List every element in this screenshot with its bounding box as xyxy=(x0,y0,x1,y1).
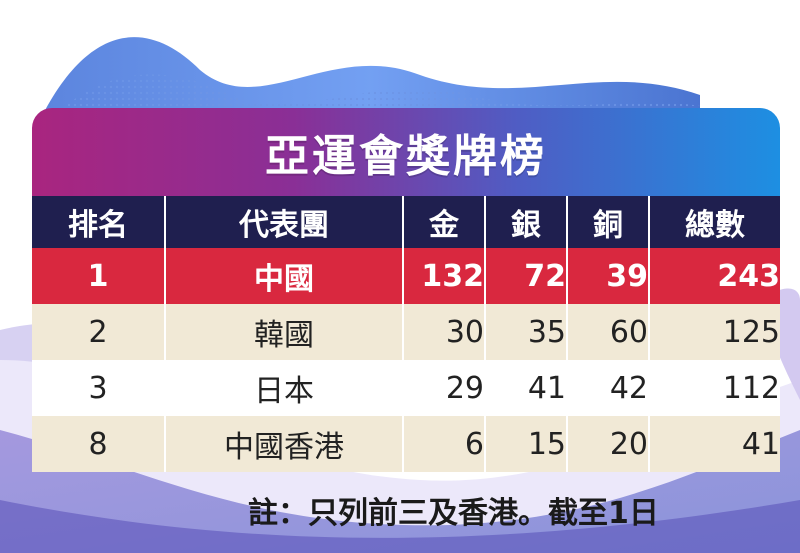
footnote: 註：只列前三及香港。截至1日 xyxy=(248,496,659,531)
table-row: 1 中國 132 72 39 243 xyxy=(32,248,780,304)
cell-rank: 1 xyxy=(32,248,166,304)
table-row: 8 中國香港 6 15 20 41 xyxy=(32,416,780,472)
cell-rank: 3 xyxy=(32,360,166,416)
cell-gold: 6 xyxy=(403,416,486,472)
cell-bronze: 42 xyxy=(567,360,650,416)
cell-silver: 41 xyxy=(485,360,568,416)
header-team: 代表團 xyxy=(165,196,404,248)
header-total: 總數 xyxy=(649,196,780,248)
cell-team: 日本 xyxy=(165,360,404,416)
table-title: 亞運會獎牌榜 xyxy=(265,131,547,182)
cell-silver: 15 xyxy=(485,416,568,472)
cell-bronze: 20 xyxy=(567,416,650,472)
table-row: 2 韓國 30 35 60 125 xyxy=(32,304,780,360)
cell-silver: 72 xyxy=(485,248,568,304)
cell-gold: 29 xyxy=(403,360,486,416)
cell-bronze: 60 xyxy=(567,304,650,360)
cell-total: 243 xyxy=(649,248,780,304)
cell-team: 中國香港 xyxy=(165,416,404,472)
cell-gold: 132 xyxy=(403,248,486,304)
header-rank: 排名 xyxy=(32,196,166,248)
medal-table-panel: 亞運會獎牌榜 排名 代表團 金 銀 銅 總數 1 中國 132 xyxy=(32,108,780,478)
cell-rank: 8 xyxy=(32,416,166,472)
title-banner: 亞運會獎牌榜 xyxy=(32,108,780,196)
cell-total: 41 xyxy=(649,416,780,472)
header-silver: 銀 xyxy=(485,196,568,248)
cell-total: 112 xyxy=(649,360,780,416)
cell-rank: 2 xyxy=(32,304,166,360)
table-header-row: 排名 代表團 金 銀 銅 總數 xyxy=(32,196,780,248)
cell-bronze: 39 xyxy=(567,248,650,304)
cell-team: 中國 xyxy=(165,248,404,304)
cell-total: 125 xyxy=(649,304,780,360)
header-gold: 金 xyxy=(403,196,486,248)
medal-table: 排名 代表團 金 銀 銅 總數 1 中國 132 72 39 243 2 韓國 … xyxy=(32,196,780,472)
cell-team: 韓國 xyxy=(165,304,404,360)
table-row: 3 日本 29 41 42 112 xyxy=(32,360,780,416)
cell-gold: 30 xyxy=(403,304,486,360)
cell-silver: 35 xyxy=(485,304,568,360)
header-bronze: 銅 xyxy=(567,196,650,248)
